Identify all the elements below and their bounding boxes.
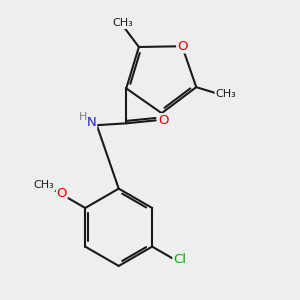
Text: O: O xyxy=(158,114,169,127)
Text: N: N xyxy=(87,116,97,129)
Text: Cl: Cl xyxy=(173,254,186,266)
Text: O: O xyxy=(56,188,67,200)
Text: O: O xyxy=(177,40,188,53)
Text: H: H xyxy=(79,112,87,122)
Text: CH₃: CH₃ xyxy=(34,180,55,190)
Text: CH₃: CH₃ xyxy=(215,89,236,100)
Text: CH₃: CH₃ xyxy=(112,18,133,28)
